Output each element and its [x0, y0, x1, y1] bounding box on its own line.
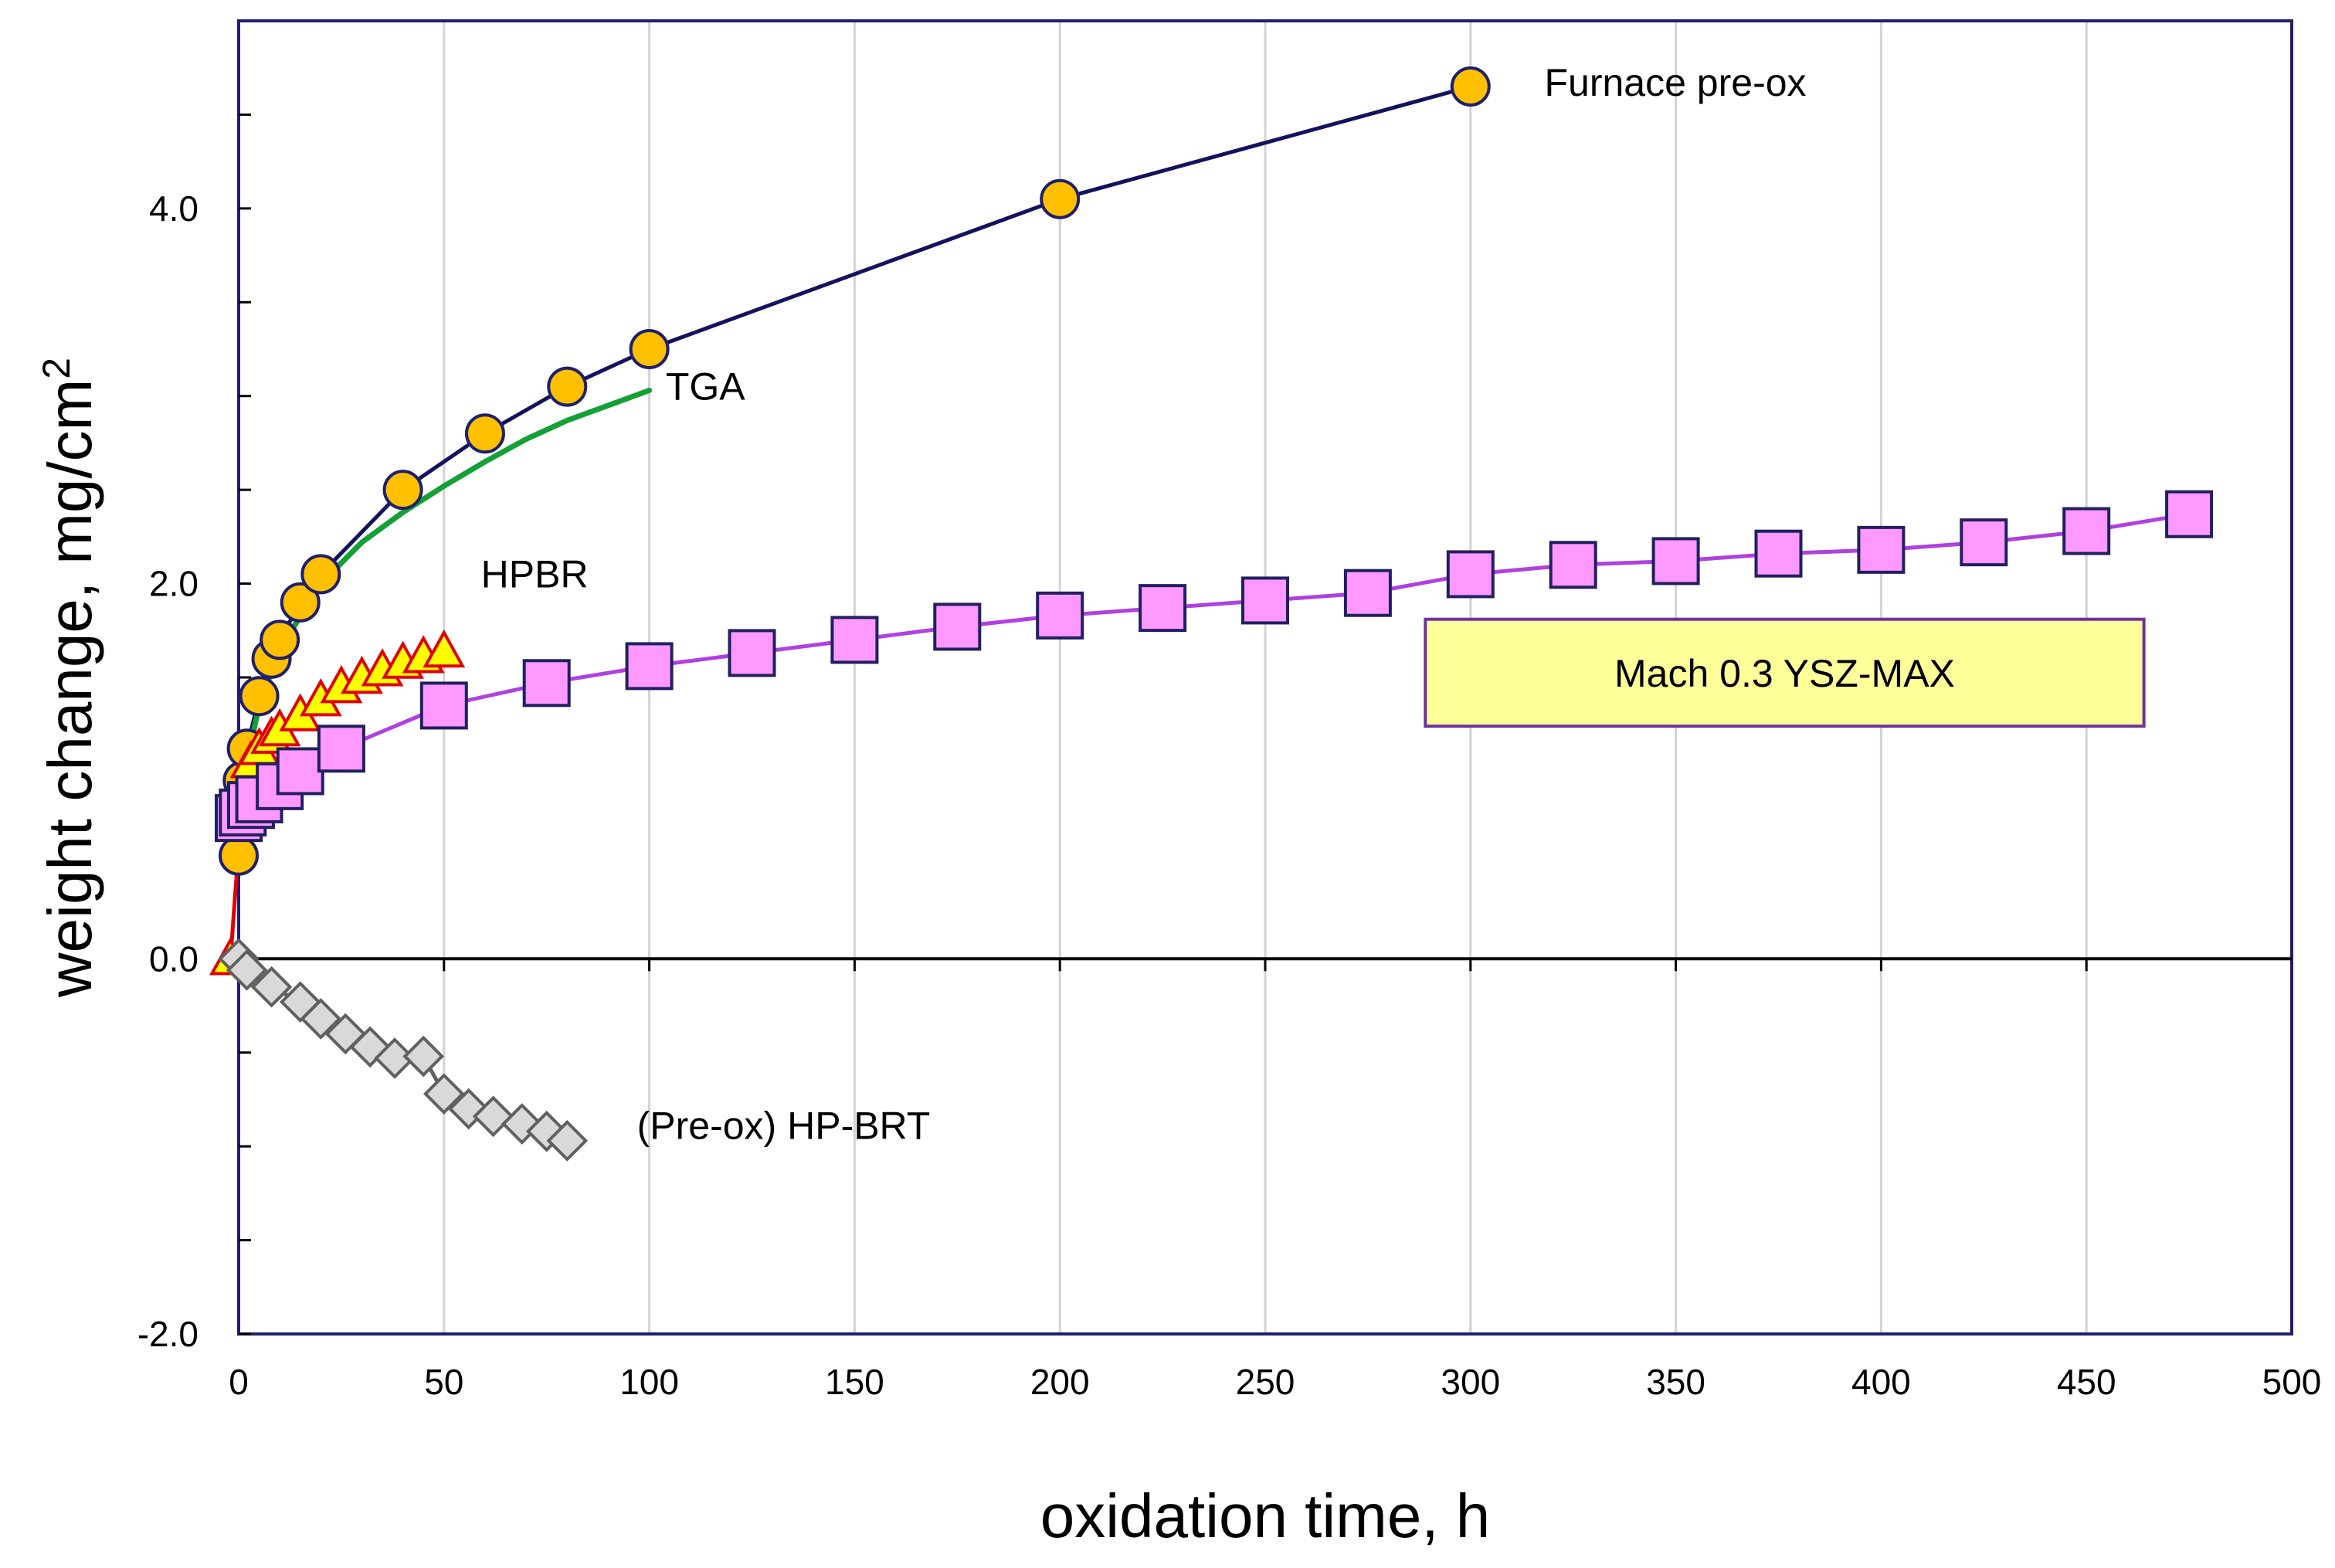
data-point-furnace-pre-ox-0 — [219, 835, 259, 876]
axes — [239, 113, 2292, 1336]
data-point-furnace-pre-ox-3 — [239, 676, 280, 717]
y-axis-title-main: weight change, mg/cm — [36, 379, 104, 998]
data-point-mach-0-3-ysz-max-18 — [1549, 541, 1597, 589]
data-point-mach-0-3-ysz-max-8 — [522, 659, 571, 708]
data-point-mach-0-3-ysz-max-10 — [728, 629, 776, 677]
y-axis-title-superscript: 2 — [35, 358, 78, 379]
series-lines — [228, 84, 2191, 1143]
series-markers — [209, 66, 2214, 1162]
data-point-pre-ox-hp-brt-4 — [300, 998, 342, 1040]
data-point-mach-0-3-ysz-max-7 — [419, 681, 468, 730]
legend-box-background — [1424, 617, 2146, 728]
data-point-furnace-pre-ox-8 — [382, 470, 423, 511]
x-tick-label-450: 450 — [2057, 1362, 2116, 1402]
data-point-mach-0-3-ysz-max-16 — [1343, 568, 1392, 617]
data-point-mach-0-3-ysz-max-6 — [317, 725, 365, 773]
data-point-mach-0-3-ysz-max-20 — [1754, 529, 1803, 578]
data-point-furnace-pre-ox-13 — [1450, 66, 1491, 107]
data-point-mach-0-3-ysz-max-24 — [2165, 490, 2214, 538]
x-tick-label-0: 0 — [229, 1362, 249, 1402]
legend-box-label: Mach 0.3 YSZ-MAX — [1614, 652, 1955, 695]
data-point-furnace-pre-ox-11 — [629, 329, 670, 369]
x-tick-label-400: 400 — [1851, 1362, 1911, 1402]
tick-labels: 0 50 100 150 200 250 300 350 400 450 500 -2.0 0.0 2.0… — [137, 188, 2322, 1402]
x-tick-label-250: 250 — [1236, 1362, 1295, 1402]
y-tick-label-neg2: -2.0 — [137, 1314, 199, 1354]
data-point-mach-0-3-ysz-max-21 — [1857, 525, 1906, 574]
data-point-mach-0-3-ysz-max-17 — [1446, 550, 1495, 599]
data-point-furnace-pre-ox-5 — [260, 619, 300, 660]
y-axis-title: weight change, mg/cm2 — [35, 358, 104, 998]
data-point-furnace-pre-ox-12 — [1040, 178, 1081, 219]
x-tick-label-100: 100 — [619, 1362, 679, 1402]
x-tick-label-300: 300 — [1441, 1362, 1500, 1402]
data-point-mach-0-3-ysz-max-19 — [1651, 537, 1700, 585]
data-point-furnace-pre-ox-9 — [464, 413, 505, 454]
x-tick-label-350: 350 — [1646, 1362, 1705, 1402]
data-point-pre-ox-hp-brt-14 — [546, 1120, 589, 1162]
data-point-hpbr-13 — [423, 629, 466, 668]
data-point-mach-0-3-ysz-max-23 — [2062, 507, 2111, 555]
y-tick-label-4: 4.0 — [149, 188, 199, 229]
annotations: Furnace pre-ox TGA HPBR (Pre-ox) HP-BRT — [481, 61, 1807, 1147]
data-point-mach-0-3-ysz-max-5 — [276, 747, 324, 796]
x-tick-label-500: 500 — [2262, 1362, 2322, 1402]
data-point-mach-0-3-ysz-max-12 — [933, 602, 982, 651]
data-point-pre-ox-hp-brt-8 — [402, 1035, 445, 1078]
data-point-mach-0-3-ysz-max-15 — [1241, 576, 1289, 625]
y-tick-label-0: 0.0 — [149, 938, 199, 979]
y-tick-label-2: 2.0 — [149, 564, 199, 604]
x-axis-title: oxidation time, h — [1040, 1481, 1491, 1550]
data-point-furnace-pre-ox-6 — [280, 582, 321, 623]
data-point-pre-ox-hp-brt-9 — [423, 1073, 465, 1115]
x-tick-label-150: 150 — [825, 1362, 884, 1402]
data-point-mach-0-3-ysz-max-13 — [1036, 591, 1084, 640]
data-point-mach-0-3-ysz-max-9 — [625, 642, 674, 691]
data-point-furnace-pre-ox-10 — [547, 366, 588, 407]
legend-box: Mach 0.3 YSZ-MAX — [1424, 617, 2146, 728]
data-point-mach-0-3-ysz-max-22 — [1960, 518, 2008, 567]
annotation-tga: TGA — [666, 365, 745, 409]
data-point-pre-ox-hp-brt-1 — [226, 949, 268, 991]
x-tick-label-50: 50 — [424, 1362, 463, 1402]
data-point-mach-0-3-ysz-max-14 — [1139, 584, 1187, 633]
data-point-furnace-pre-ox-7 — [300, 554, 341, 595]
annotation-hpbr: HPBR — [481, 552, 589, 596]
data-point-pre-ox-hp-brt-11 — [472, 1095, 514, 1138]
x-tick-label-200: 200 — [1030, 1362, 1090, 1402]
data-point-mach-0-3-ysz-max-11 — [830, 616, 879, 664]
annotation-furnace-pre-ox: Furnace pre-ox — [1544, 61, 1806, 104]
data-point-pre-ox-hp-brt-2 — [250, 966, 293, 1008]
annotation-pre-ox-hp-brt: (Pre-ox) HP-BRT — [637, 1104, 931, 1147]
